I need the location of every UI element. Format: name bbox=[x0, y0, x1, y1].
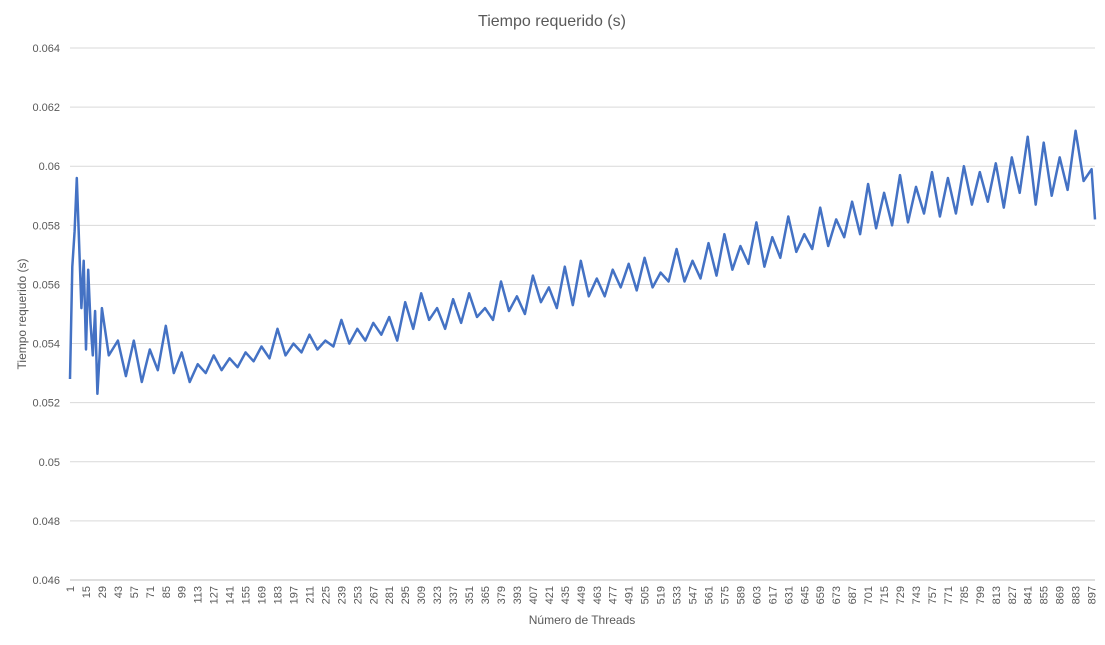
x-tick-label: 505 bbox=[640, 586, 652, 604]
y-tick-label: 0.046 bbox=[32, 575, 60, 587]
x-tick-label: 365 bbox=[480, 586, 492, 604]
x-tick-label: 211 bbox=[304, 586, 316, 604]
x-tick-label: 253 bbox=[352, 586, 364, 604]
y-tick-label: 0.058 bbox=[32, 220, 60, 232]
x-tick-label: 701 bbox=[863, 586, 875, 604]
chart-title: Tiempo requerido (s) bbox=[478, 13, 626, 30]
x-axis-title: Número de Threads bbox=[529, 613, 636, 627]
x-tick-label: 897 bbox=[1087, 586, 1099, 604]
x-tick-label: 309 bbox=[416, 586, 428, 604]
x-tick-label: 113 bbox=[193, 586, 205, 604]
x-tick-label: 99 bbox=[177, 586, 189, 598]
x-tick-label: 617 bbox=[767, 586, 779, 604]
x-tick-label: 575 bbox=[719, 586, 731, 604]
y-tick-label: 0.052 bbox=[32, 398, 60, 410]
x-tick-label: 71 bbox=[145, 586, 157, 598]
x-tick-label: 687 bbox=[847, 586, 859, 604]
x-tick-label: 491 bbox=[624, 586, 636, 604]
x-tick-label: 785 bbox=[959, 586, 971, 604]
x-tick-label: 855 bbox=[1039, 586, 1051, 604]
x-tick-label: 813 bbox=[991, 586, 1003, 604]
x-tick-label: 15 bbox=[81, 586, 93, 598]
x-axis-tick-labels: 1 15 29 43 57 71 85 99 113 127 141 155 169 183 197 211 2… bbox=[65, 586, 1099, 604]
x-tick-label: 799 bbox=[975, 586, 987, 604]
x-tick-label: 57 bbox=[129, 586, 141, 598]
x-tick-label: 589 bbox=[735, 586, 747, 604]
x-tick-label: 267 bbox=[368, 586, 380, 604]
y-axis-title: Tiempo requerido (s) bbox=[15, 259, 29, 370]
x-tick-label: 519 bbox=[656, 586, 668, 604]
x-tick-label: 337 bbox=[448, 586, 460, 604]
x-tick-label: 169 bbox=[257, 586, 269, 604]
x-tick-label: 883 bbox=[1071, 586, 1083, 604]
x-tick-label: 29 bbox=[97, 586, 109, 598]
x-tick-label: 197 bbox=[288, 586, 300, 604]
x-tick-label: 435 bbox=[560, 586, 572, 604]
x-tick-label: 407 bbox=[528, 586, 540, 604]
series-line bbox=[68, 129, 1097, 396]
x-tick-label: 757 bbox=[927, 586, 939, 604]
x-tick-label: 771 bbox=[943, 586, 955, 604]
x-tick-label: 295 bbox=[400, 586, 412, 604]
x-tick-label: 631 bbox=[783, 586, 795, 604]
x-tick-label: 239 bbox=[336, 586, 348, 604]
x-tick-label: 449 bbox=[576, 586, 588, 604]
x-tick-label: 645 bbox=[799, 586, 811, 604]
x-tick-label: 869 bbox=[1055, 586, 1067, 604]
series-layer bbox=[68, 129, 1097, 396]
x-tick-label: 659 bbox=[815, 586, 827, 604]
x-tick-label: 281 bbox=[384, 586, 396, 604]
x-tick-label: 225 bbox=[320, 586, 332, 604]
x-tick-label: 715 bbox=[879, 586, 891, 604]
x-tick-label: 841 bbox=[1023, 586, 1035, 604]
x-tick-label: 603 bbox=[751, 586, 763, 604]
x-tick-label: 127 bbox=[209, 586, 221, 604]
x-tick-label: 477 bbox=[608, 586, 620, 604]
x-tick-label: 1 bbox=[65, 586, 77, 592]
x-tick-label: 141 bbox=[225, 586, 237, 604]
x-tick-label: 379 bbox=[496, 586, 508, 604]
x-tick-label: 183 bbox=[273, 586, 285, 604]
x-tick-label: 393 bbox=[512, 586, 524, 604]
x-tick-label: 547 bbox=[688, 586, 700, 604]
x-tick-label: 533 bbox=[672, 586, 684, 604]
x-tick-label: 43 bbox=[113, 586, 125, 598]
x-tick-label: 561 bbox=[703, 586, 715, 604]
x-tick-label: 673 bbox=[831, 586, 843, 604]
y-tick-label: 0.06 bbox=[39, 161, 60, 173]
x-tick-label: 323 bbox=[432, 586, 444, 604]
gridlines bbox=[70, 47, 1095, 581]
x-tick-label: 827 bbox=[1007, 586, 1019, 604]
y-tick-label: 0.056 bbox=[32, 279, 60, 291]
x-tick-label: 155 bbox=[241, 586, 253, 604]
x-tick-label: 463 bbox=[592, 586, 604, 604]
x-tick-label: 421 bbox=[544, 586, 556, 604]
y-tick-label: 0.054 bbox=[32, 339, 60, 351]
x-tick-label: 729 bbox=[895, 586, 907, 604]
x-tick-label: 743 bbox=[911, 586, 923, 604]
x-tick-label: 351 bbox=[464, 586, 476, 604]
y-tick-label: 0.048 bbox=[32, 516, 60, 528]
y-tick-label: 0.05 bbox=[39, 457, 60, 469]
x-tick-label: 85 bbox=[161, 586, 173, 598]
y-tick-label: 0.062 bbox=[32, 102, 60, 114]
y-tick-label: 0.064 bbox=[32, 43, 60, 55]
y-axis-tick-labels: 0.046 0.048 0.05 0.052 0.054 0.056 0.058 0.06 0.… bbox=[32, 43, 60, 587]
